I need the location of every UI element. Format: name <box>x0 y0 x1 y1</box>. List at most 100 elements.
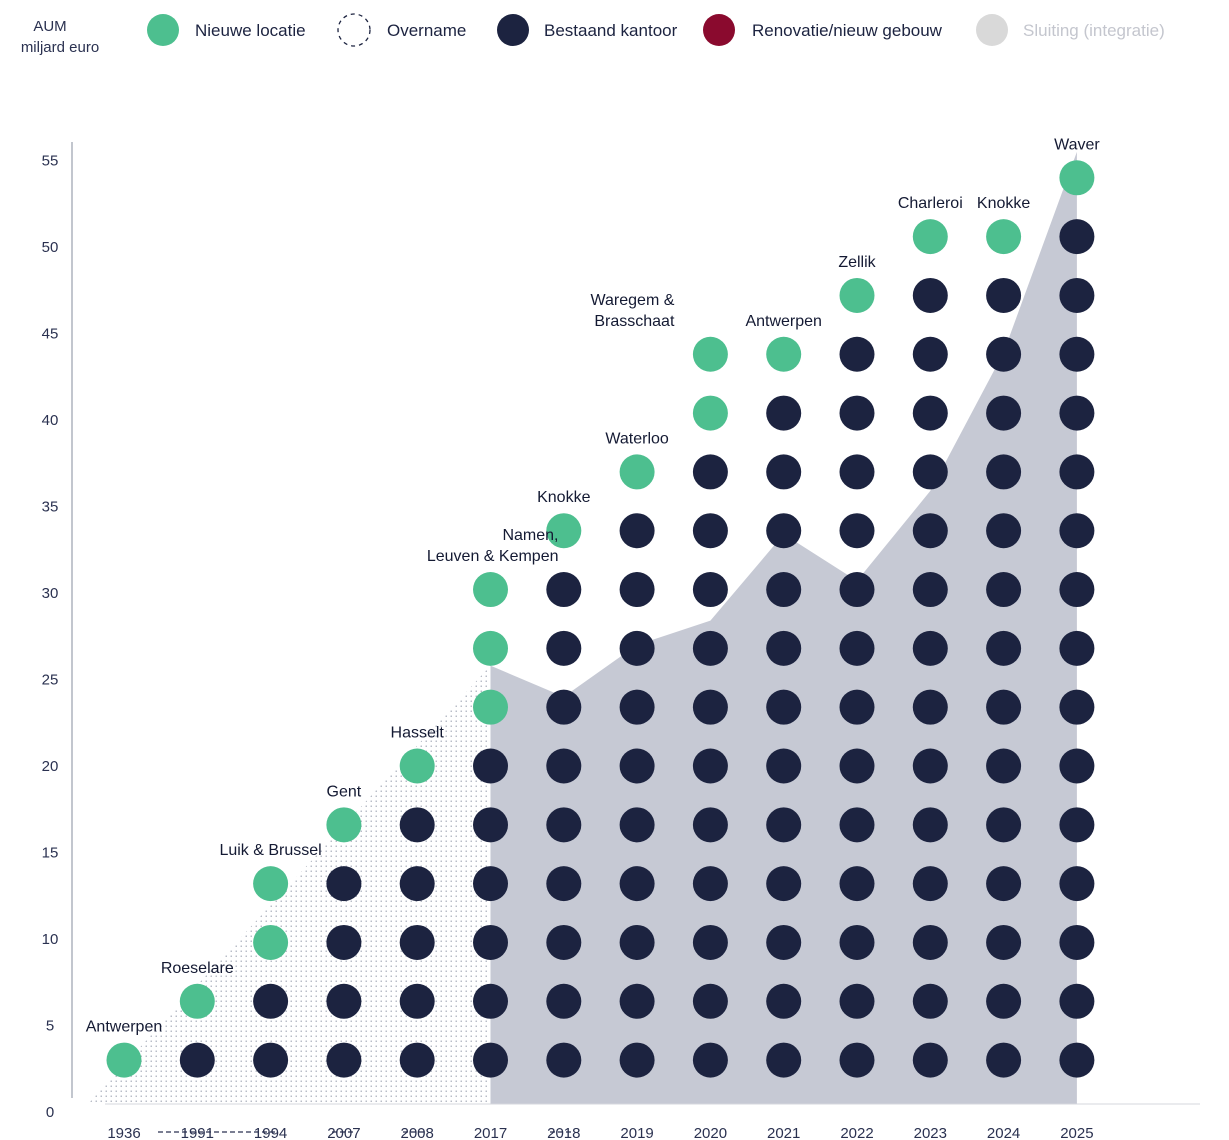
dot-existing <box>326 1042 362 1078</box>
dot-new <box>473 630 508 666</box>
location-label-2017-1: Leuven & Kempen <box>427 548 559 565</box>
dot-existing <box>839 572 875 608</box>
y-axis-label-line-2: miljard euro <box>21 39 99 56</box>
dot-existing <box>1059 748 1095 784</box>
legend-marker-1 <box>337 13 371 47</box>
dot-existing <box>986 395 1022 431</box>
x-tick-1991: 1991 <box>181 1125 214 1140</box>
dot-existing <box>986 277 1022 313</box>
location-label-2020-0: Waregem & <box>591 292 675 309</box>
dot-existing <box>399 866 435 902</box>
dot-existing <box>912 866 948 902</box>
y-tick-40: 40 <box>42 412 59 429</box>
dot-existing <box>619 807 655 843</box>
dot-new <box>692 336 728 372</box>
dot-existing <box>692 748 728 784</box>
dot-new <box>253 924 289 960</box>
dot-existing <box>1059 454 1095 490</box>
location-label-2022-0: Zellik <box>838 254 876 271</box>
dot-existing <box>546 1042 582 1078</box>
dot-existing <box>766 395 802 431</box>
dot-existing <box>912 924 948 960</box>
dot-existing <box>692 513 728 549</box>
dot-existing <box>473 924 508 960</box>
dot-existing <box>839 630 875 666</box>
dot-existing <box>546 807 582 843</box>
legend-label-1: Overname <box>387 21 466 40</box>
location-label-2020-1: Brasschaat <box>594 313 675 330</box>
x-tick-2020: 2020 <box>694 1125 727 1140</box>
location-label-2018-0: Knokke <box>537 489 590 506</box>
dot-existing <box>1059 277 1095 313</box>
dot-existing <box>619 983 655 1019</box>
dot-existing <box>839 513 875 549</box>
y-axis-label-line-1: AUM <box>33 18 66 35</box>
location-label-2025-0: Waver <box>1054 136 1100 153</box>
y-tick-15: 15 <box>42 845 59 862</box>
dot-existing <box>692 807 728 843</box>
aum-area <box>88 151 1077 1105</box>
dot-existing <box>546 689 582 725</box>
dot-existing <box>399 1042 435 1078</box>
legend-marker-2 <box>497 14 529 46</box>
dot-existing <box>986 807 1022 843</box>
dot-existing <box>1059 395 1095 431</box>
dot-new <box>1059 160 1095 196</box>
location-label-2019-0: Waterloo <box>605 430 669 447</box>
x-tick-2025: 2025 <box>1060 1125 1093 1140</box>
dot-existing <box>839 807 875 843</box>
dot-existing <box>619 513 655 549</box>
dot-existing <box>766 630 802 666</box>
dot-existing <box>1059 983 1095 1019</box>
x-tick-1936: 1936 <box>107 1125 140 1140</box>
dot-new <box>473 689 508 725</box>
dot-existing <box>912 454 948 490</box>
dot-existing <box>986 866 1022 902</box>
dot-existing <box>912 513 948 549</box>
dot-existing <box>1059 219 1095 255</box>
dot-existing <box>839 924 875 960</box>
dot-existing <box>912 807 948 843</box>
dot-existing <box>692 689 728 725</box>
dot-existing <box>619 866 655 902</box>
dot-existing <box>766 513 802 549</box>
dot-existing <box>1059 513 1095 549</box>
dot-existing <box>1059 866 1095 902</box>
dot-existing <box>1059 689 1095 725</box>
location-label-2024-0: Knokke <box>977 195 1030 212</box>
dot-existing <box>546 630 582 666</box>
dot-existing <box>986 983 1022 1019</box>
dot-new <box>253 866 289 902</box>
dot-existing <box>473 748 508 784</box>
dot-existing <box>766 983 802 1019</box>
dot-new <box>619 454 655 490</box>
dot-existing <box>912 277 948 313</box>
dot-existing <box>766 689 802 725</box>
dot-existing <box>839 336 875 372</box>
y-tick-25: 25 <box>42 672 59 689</box>
location-label-1994-0: Luik & Brussel <box>219 842 321 859</box>
dot-new <box>106 1042 142 1078</box>
dot-existing <box>986 748 1022 784</box>
y-tick-20: 20 <box>42 758 59 775</box>
dot-existing <box>692 866 728 902</box>
dot-existing <box>986 1042 1022 1078</box>
dot-existing <box>912 1042 948 1078</box>
legend: Nieuwe locatie Overname Bestaand kantoor Re… <box>147 13 1165 47</box>
dot-existing <box>986 630 1022 666</box>
y-tick-45: 45 <box>42 326 59 343</box>
dot-existing <box>766 866 802 902</box>
x-tick-2018: 2018 <box>547 1125 580 1140</box>
dot-existing <box>619 1042 655 1078</box>
dot-existing <box>766 1042 802 1078</box>
y-tick-50: 50 <box>42 239 59 256</box>
legend-marker-3 <box>703 14 735 46</box>
legend-marker-4 <box>976 14 1008 46</box>
dot-existing <box>546 572 582 608</box>
dot-existing <box>1059 630 1095 666</box>
dot-existing <box>692 1042 728 1078</box>
x-tick-2019: 2019 <box>620 1125 653 1140</box>
dot-new <box>766 336 802 372</box>
dot-existing <box>399 807 435 843</box>
dot-new <box>399 748 435 784</box>
